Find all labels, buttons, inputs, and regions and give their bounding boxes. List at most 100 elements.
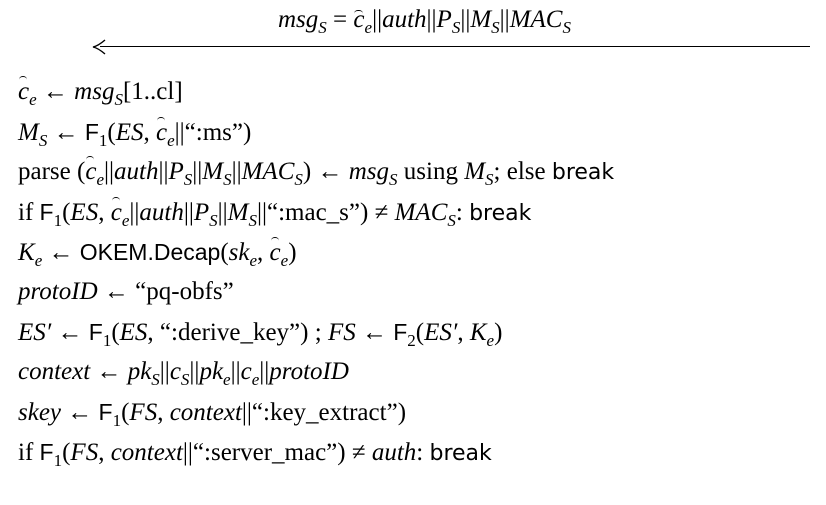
one-subscript: 1 (98, 131, 108, 150)
close-quote: ” (222, 278, 234, 305)
concat: || (499, 6, 510, 33)
break-keyword: break (469, 201, 532, 226)
step-line: Ke ← OKEM.Decap(ske, ce) (18, 232, 818, 272)
p-var: P (436, 6, 452, 33)
step-line: context ← pkS||cS||pke||ce||protoID (18, 352, 818, 392)
e-subscript: e (29, 90, 37, 109)
m-var: M (464, 158, 486, 185)
concat: || (174, 119, 185, 146)
context-var: context (18, 358, 91, 385)
c-hat: c (18, 72, 29, 112)
e-subscript: e (249, 251, 258, 270)
f-function: F (393, 319, 408, 345)
not-equal: ≠ (374, 199, 389, 226)
m-var: M (202, 158, 224, 185)
range: [1..cl] (122, 78, 183, 105)
protoid-var: protoID (269, 358, 349, 385)
es-var: ES (119, 319, 148, 346)
concat: || (426, 6, 437, 33)
concat: || (183, 199, 194, 226)
msg-var: msg (278, 6, 319, 33)
s-subscript: S (183, 170, 193, 189)
c-letter: c (353, 6, 365, 33)
k-var: K (469, 319, 487, 346)
label-key-extract: :key_extract (263, 399, 387, 426)
s-subscript: S (209, 211, 218, 230)
s-subscript: S (180, 370, 190, 389)
concat: || (460, 6, 471, 33)
s-subscript: S (447, 211, 456, 230)
if-keyword: if (18, 439, 34, 466)
one-subscript: 1 (112, 411, 122, 430)
two-subscript: 2 (407, 331, 416, 350)
arrow-line (100, 46, 810, 47)
assign-arrow: ← (67, 399, 93, 426)
concat: || (231, 158, 242, 185)
concat: || (182, 439, 193, 466)
step-line: skey ← F1(FS, context||“:key_extract”) (18, 399, 407, 430)
okem-decap: OKEM.Decap (79, 239, 221, 265)
e-subscript: e (167, 131, 175, 150)
c-letter: c (156, 119, 168, 146)
mac-var: MAC (394, 199, 448, 226)
p-var: P (193, 199, 210, 226)
concat: || (230, 358, 241, 385)
s-subscript: S (562, 18, 571, 37)
using-keyword: using (403, 158, 458, 185)
e-subscript: e (96, 170, 104, 189)
s-subscript: S (223, 170, 232, 189)
concat: || (259, 358, 270, 385)
e-subscript: e (121, 211, 130, 230)
step-line: ES′ ← F1(ES, “:derive_key”) ; FS ← F2(ES… (18, 319, 503, 350)
if-keyword: if (18, 199, 34, 226)
label-server-mac: :server_mac (204, 439, 327, 466)
c-hat: c (85, 152, 96, 192)
concat: || (192, 158, 203, 185)
auth-var: auth (371, 439, 417, 466)
s-subscript: S (114, 90, 123, 109)
server-message-definition: msgS = ce||auth||PS||MS||MACS (278, 6, 571, 38)
label-pq-obfs: pq-obfs (146, 278, 223, 305)
s-subscript: S (151, 370, 160, 389)
parse-keyword: parse (18, 158, 71, 185)
step-line: MS ← F1(ES, ce||“:ms”) (18, 112, 818, 152)
s-subscript: S (451, 18, 461, 37)
s-subscript: S (491, 18, 500, 37)
m-var: M (18, 119, 39, 146)
e-subscript: e (223, 370, 231, 389)
fs-var: FS (129, 399, 158, 426)
c-hat: c (156, 113, 167, 153)
auth-var: auth (382, 6, 427, 33)
break-keyword: break (551, 160, 615, 185)
concat: || (372, 6, 383, 33)
one-subscript: 1 (102, 331, 112, 350)
concat: || (189, 358, 200, 385)
skey-var: skey (18, 399, 62, 426)
s-subscript: S (38, 131, 48, 150)
k-var: K (18, 239, 35, 266)
assign-arrow: ← (317, 158, 343, 185)
e-subscript: e (34, 251, 43, 270)
c-hat: c (353, 6, 364, 34)
e-subscript: e (280, 251, 289, 270)
open-quote: “ (159, 319, 172, 346)
one-subscript: 1 (53, 451, 63, 470)
else-keyword: ; else (493, 158, 546, 185)
protocol-steps: ce ← msgS[1..cl] MS ← F1(ES, ce||“:ms”) … (18, 72, 818, 472)
step-line: if F1(FS, context||“:server_mac”) ≠ auth… (18, 439, 492, 470)
semicolon: ; (308, 319, 328, 346)
step-line: parse (ce||auth||PS||MS||MACS) ← msgS us… (18, 152, 818, 192)
es-var: ES (70, 199, 99, 226)
e-subscript: e (251, 370, 260, 389)
close-quote: ” (326, 439, 338, 466)
msg-subscript: S (318, 18, 327, 37)
concat: || (256, 199, 267, 226)
assign-arrow: ← (96, 358, 122, 385)
message-arrow (92, 39, 810, 55)
c-letter: c (110, 199, 122, 226)
auth-var: auth (139, 199, 184, 226)
f-function: F (88, 319, 103, 345)
sk-var: sk (228, 239, 250, 266)
c-var: c (240, 358, 252, 385)
fs-var: FS (70, 439, 99, 466)
